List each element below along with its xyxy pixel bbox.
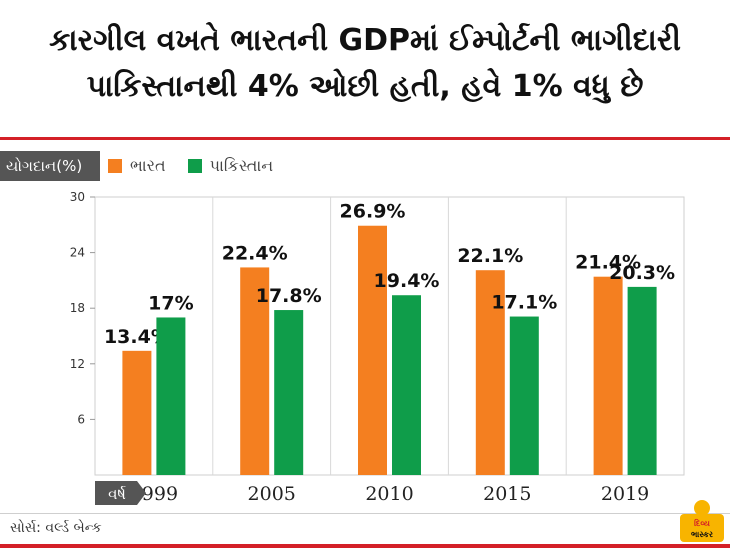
bar (240, 267, 270, 475)
bar (392, 295, 421, 475)
x-axis-label: વર્ષ (108, 485, 126, 503)
data-label: 17.8% (256, 285, 322, 307)
legend-item-pakistan: પાકિસ્તાન (187, 156, 274, 176)
data-label: 17% (148, 292, 193, 314)
y-tick-label: 18 (70, 301, 85, 315)
legend-item-india: ભારત (108, 156, 166, 176)
data-label: 13.4% (104, 326, 170, 348)
footer-divider (0, 513, 730, 514)
chart-title: કારગીલ વખતે ભારતની GDPમાં ઈમ્પોર્ટની ભાગ… (0, 18, 730, 110)
bar (122, 350, 152, 475)
data-label: 22.1% (457, 245, 523, 267)
bar (274, 310, 304, 475)
legend-swatch-pakistan (187, 159, 202, 173)
bar (627, 286, 657, 475)
legend-label-pakistan: પાકિસ્તાન (209, 156, 274, 175)
svg-text:ભાસ્કર: ભાસ્કર (691, 530, 714, 539)
bar (358, 225, 387, 475)
data-label: 22.4% (222, 242, 288, 264)
bar (156, 317, 186, 475)
legend: ભારત પાકિસ્તાન (108, 151, 295, 181)
x-tick-label: 2015 (483, 483, 531, 505)
y-tick-label: 30 (70, 190, 85, 204)
data-label: 19.4% (374, 270, 440, 292)
title-line-2: પાકિસ્તાનથી 4% ઓછી હતી, હવે 1% વધુ છે (86, 69, 644, 104)
data-label: 21.4% (575, 252, 641, 274)
x-axis-label-badge (95, 481, 146, 505)
legend-label-india: ભારત (130, 156, 166, 175)
bar (509, 316, 539, 475)
data-label: 17.1% (491, 292, 557, 314)
title-line-1: કારગીલ વખતે ભારતની GDPમાં ઈમ્પોર્ટની ભાગ… (49, 23, 681, 58)
bar-chart: 61218243013.4%17%199922.4%17.8%200526.9%… (70, 190, 685, 505)
svg-text:દિવ્ય: દિવ્ય (694, 517, 710, 528)
plot-frame (94, 196, 685, 476)
legend-swatch-india (108, 159, 122, 173)
bar (593, 276, 623, 475)
y-tick-label: 12 (70, 357, 85, 371)
y-tick-label: 24 (70, 246, 85, 260)
bottom-divider (0, 544, 730, 548)
bar (475, 270, 505, 475)
source-note: સોર્સ: વર્લ્ડ બેન્ક (10, 520, 102, 536)
top-divider (0, 137, 730, 140)
divya-bhaskar-logo: દિવ્ય ભાસ્કર (680, 500, 724, 542)
data-label: 20.3% (609, 262, 675, 284)
x-tick-label: 2005 (248, 483, 296, 505)
y-tick-label: 6 (77, 412, 85, 426)
data-label: 26.9% (340, 201, 406, 223)
x-tick-label: 2019 (601, 483, 649, 505)
y-axis-label: યોગદાન(%) (0, 151, 100, 181)
x-tick-label: 2010 (365, 483, 413, 505)
